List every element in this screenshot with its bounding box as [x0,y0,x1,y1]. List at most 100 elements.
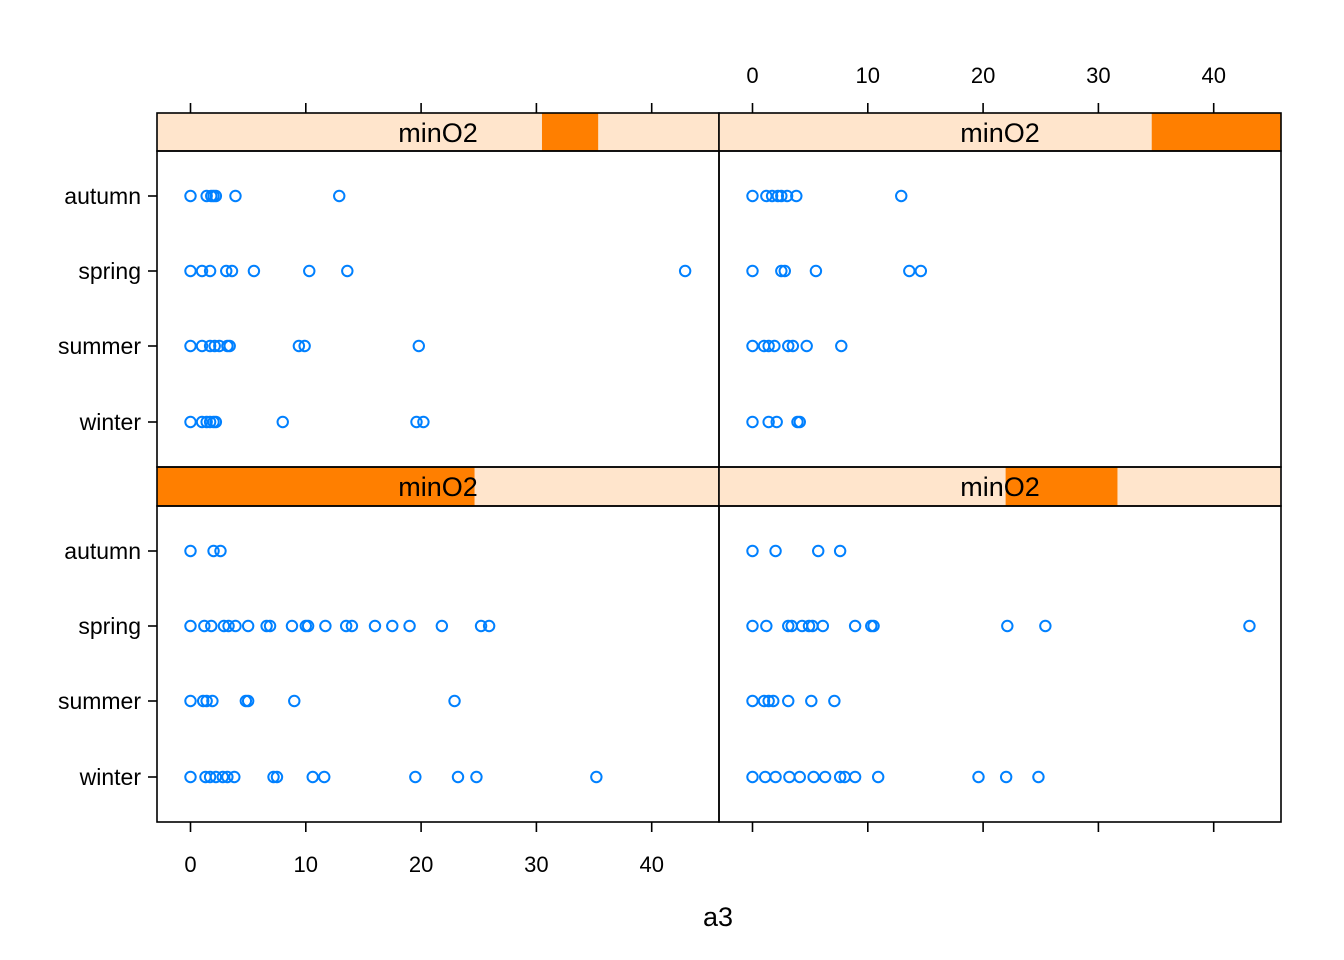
data-point-autumn [200,189,213,203]
data-point-winter [216,770,229,784]
data-point-winter [807,770,820,784]
strip-background [157,113,719,151]
data-point-spring [746,264,759,278]
data-point-spring [203,264,217,278]
data-point-winter [410,415,423,429]
data-point-summer [835,339,848,353]
data-point-autumn [775,189,788,203]
data-point-spring [775,264,788,278]
strip-shingle-indicator [1151,113,1281,151]
data-point-autumn [765,189,779,203]
data-point-winter [746,415,759,429]
data-point-spring [184,619,197,633]
category-label-winter: winter [79,409,142,435]
data-point-winter [758,770,772,784]
data-point-summer [196,694,210,708]
data-point-summer [805,694,818,708]
data-point-spring [263,619,277,633]
x-tick-label: 40 [639,852,663,877]
data-point-autumn [207,544,220,558]
data-point-winter [228,770,241,784]
data-point-summer [195,339,209,353]
data-point-spring [435,619,449,633]
data-point-winter [221,770,234,784]
data-point-winter [769,770,782,784]
data-point-autumn [833,544,847,558]
x-tick-label: 30 [524,852,548,877]
panel-frame [156,505,720,823]
data-point-spring [678,264,692,278]
data-point-spring [1039,619,1052,633]
data-point-winter [270,770,284,784]
data-point-spring [220,264,233,278]
data-point-winter [306,770,319,784]
x-tick-label: 0 [184,852,196,877]
data-point-winter [770,415,783,429]
data-point-autumn [333,189,346,203]
data-point-winter [209,415,223,429]
data-point-spring [285,619,299,633]
data-point-winter [184,770,197,784]
data-point-spring [241,619,255,633]
data-point-summer [767,694,780,708]
data-point-winter [871,770,885,784]
data-point-winter [590,770,603,784]
data-point-summer [828,694,841,708]
data-point-summer [448,694,461,708]
data-point-winter [848,770,862,784]
data-point-spring [903,264,916,278]
strip-shingle-indicator [541,113,599,151]
data-point-summer [746,339,759,353]
category-label-autumn: autumn [64,538,141,564]
data-point-summer [768,339,781,353]
data-point-spring [222,619,235,633]
data-point-autumn [812,544,825,558]
data-point-summer [292,339,306,353]
data-point-summer [184,694,197,708]
data-point-autumn [746,544,759,558]
data-point-summer [762,339,775,353]
category-label-summer: summer [58,688,141,714]
data-point-winter [1032,770,1045,784]
data-point-summer [757,694,771,708]
data-point-autumn [760,189,773,203]
strip-label: minO2 [960,472,1040,502]
data-point-spring [782,619,795,633]
panels-layer: minO2 minO2 minO2 minO2 [156,112,1282,823]
data-point-autumn [771,189,785,203]
data-point-autumn [209,189,223,203]
data-point-spring [319,619,332,633]
data-point-winter [184,415,197,429]
category-label-spring: spring [78,258,141,284]
x-tick-label: 40 [1201,63,1225,88]
strip-background [719,467,1281,506]
x-tick-label: 20 [409,852,433,877]
data-point-autumn [184,544,197,558]
data-point-spring [482,619,496,633]
data-point-spring [1243,619,1256,633]
data-point-spring [301,619,315,633]
data-point-spring [184,264,197,278]
strip-shingle-indicator [1005,467,1118,506]
x-tick-label: 10 [294,852,318,877]
data-point-winter [793,770,806,784]
data-point-summer [746,694,759,708]
data-point-winter [276,415,289,429]
data-point-winter [195,415,209,429]
data-point-autumn [746,189,759,203]
panel-frame [718,505,1282,823]
strip-shingle-indicator [157,467,475,506]
data-point-spring [746,619,759,633]
data-point-spring [760,619,773,633]
x-tick-label: 0 [746,63,758,88]
category-label-spring: spring [78,613,141,639]
strip-label: minO2 [960,118,1040,148]
data-point-summer [412,339,425,353]
data-point-winter [267,770,280,784]
strip-label: minO2 [398,472,478,502]
data-point-winter [203,770,217,784]
data-point-summer [786,339,800,353]
data-point-summer [203,339,217,353]
data-point-winter [783,770,796,784]
